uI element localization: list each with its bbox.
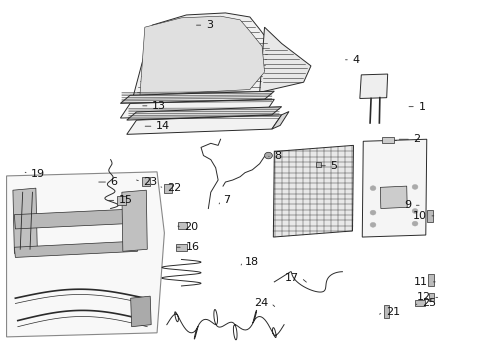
Polygon shape (140, 16, 265, 95)
Text: 21: 21 (386, 307, 400, 318)
Bar (118, 196, 126, 205)
Text: 14: 14 (156, 121, 170, 131)
Text: 12: 12 (416, 292, 431, 302)
Bar (176, 244, 187, 251)
Text: 5: 5 (331, 161, 338, 171)
Bar (382, 137, 394, 143)
Text: 23: 23 (144, 177, 157, 186)
Text: 3: 3 (206, 20, 213, 30)
Text: 10: 10 (413, 211, 427, 221)
Text: 6: 6 (111, 177, 118, 187)
Text: 25: 25 (422, 298, 436, 308)
Text: 22: 22 (167, 183, 181, 193)
Polygon shape (273, 145, 353, 237)
Text: 4: 4 (352, 55, 360, 65)
Polygon shape (362, 139, 427, 237)
Polygon shape (131, 296, 151, 327)
Bar (428, 274, 434, 285)
Polygon shape (127, 115, 282, 134)
Text: 13: 13 (152, 101, 166, 111)
Bar (316, 162, 321, 167)
Bar (427, 210, 433, 221)
Circle shape (412, 184, 418, 189)
Text: 7: 7 (223, 195, 230, 205)
Polygon shape (127, 107, 282, 120)
Circle shape (412, 208, 418, 213)
Polygon shape (260, 27, 311, 93)
Text: 2: 2 (414, 134, 421, 144)
Text: 9: 9 (404, 200, 411, 210)
Text: 18: 18 (245, 257, 259, 266)
Circle shape (412, 221, 418, 226)
Circle shape (265, 152, 272, 159)
Circle shape (370, 186, 376, 190)
Bar (142, 177, 150, 186)
Text: 1: 1 (418, 102, 425, 112)
Polygon shape (133, 13, 277, 99)
Polygon shape (380, 186, 407, 208)
Bar (429, 293, 434, 301)
Text: 15: 15 (119, 195, 133, 205)
Polygon shape (14, 241, 138, 257)
Polygon shape (6, 172, 164, 337)
Polygon shape (272, 112, 289, 129)
Text: 19: 19 (31, 169, 45, 179)
Circle shape (370, 222, 376, 227)
Text: 17: 17 (285, 273, 299, 283)
Text: 20: 20 (184, 222, 198, 232)
Text: 11: 11 (414, 277, 428, 287)
Polygon shape (14, 208, 145, 229)
Polygon shape (13, 188, 37, 253)
Bar (164, 184, 171, 193)
Text: 8: 8 (274, 151, 281, 161)
Circle shape (370, 210, 376, 215)
Polygon shape (121, 99, 274, 118)
Bar (384, 305, 389, 318)
Polygon shape (122, 190, 147, 251)
Bar (415, 300, 425, 306)
Text: 24: 24 (254, 298, 269, 308)
Bar (177, 222, 187, 229)
Polygon shape (360, 74, 388, 99)
Text: 16: 16 (185, 242, 199, 252)
Polygon shape (121, 91, 274, 103)
